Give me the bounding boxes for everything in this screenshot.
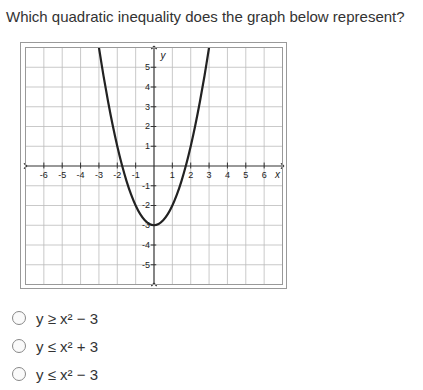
svg-text:4: 4 [145,82,150,92]
svg-text:2: 2 [145,121,150,131]
html-text:y ≥ x² − 3: y ≥ x² − 3 [36,309,98,327]
svg-text:-1: -1 [142,181,150,191]
svg-text:3: 3 [207,170,212,180]
svg-text:-2: -2 [113,170,121,180]
svg-text:4: 4 [225,170,230,180]
svg-text:1: 1 [170,170,175,180]
html-text:y ≤ x² − 3: y ≤ x² − 3 [36,365,98,383]
html-text:y ≤ x² + 3: y ≤ x² + 3 [36,337,98,355]
svg-text:-4: -4 [77,170,85,180]
svg-text:-2: -2 [142,200,150,210]
svg-text:-5: -5 [142,260,150,270]
svg-text:6: 6 [262,170,267,180]
svg-text:x: x [274,169,281,180]
svg-text:2: 2 [188,170,193,180]
svg-text:y: y [160,50,167,61]
svg-text:-5: -5 [58,170,66,180]
svg-text:-6: -6 [40,170,48,180]
svg-text:-1: -1 [132,170,140,180]
svg-text:-3: -3 [142,220,150,231]
svg-text:3: 3 [145,102,150,112]
svg-text:-3: -3 [95,170,103,180]
svg-text:1: 1 [145,141,150,151]
svg-text:-4: -4 [142,240,150,250]
html-text:Which quadratic inequality doe: Which quadratic inequality does the grap… [6,8,405,25]
svg-text:5: 5 [243,170,248,180]
svg-text:5: 5 [145,62,150,72]
